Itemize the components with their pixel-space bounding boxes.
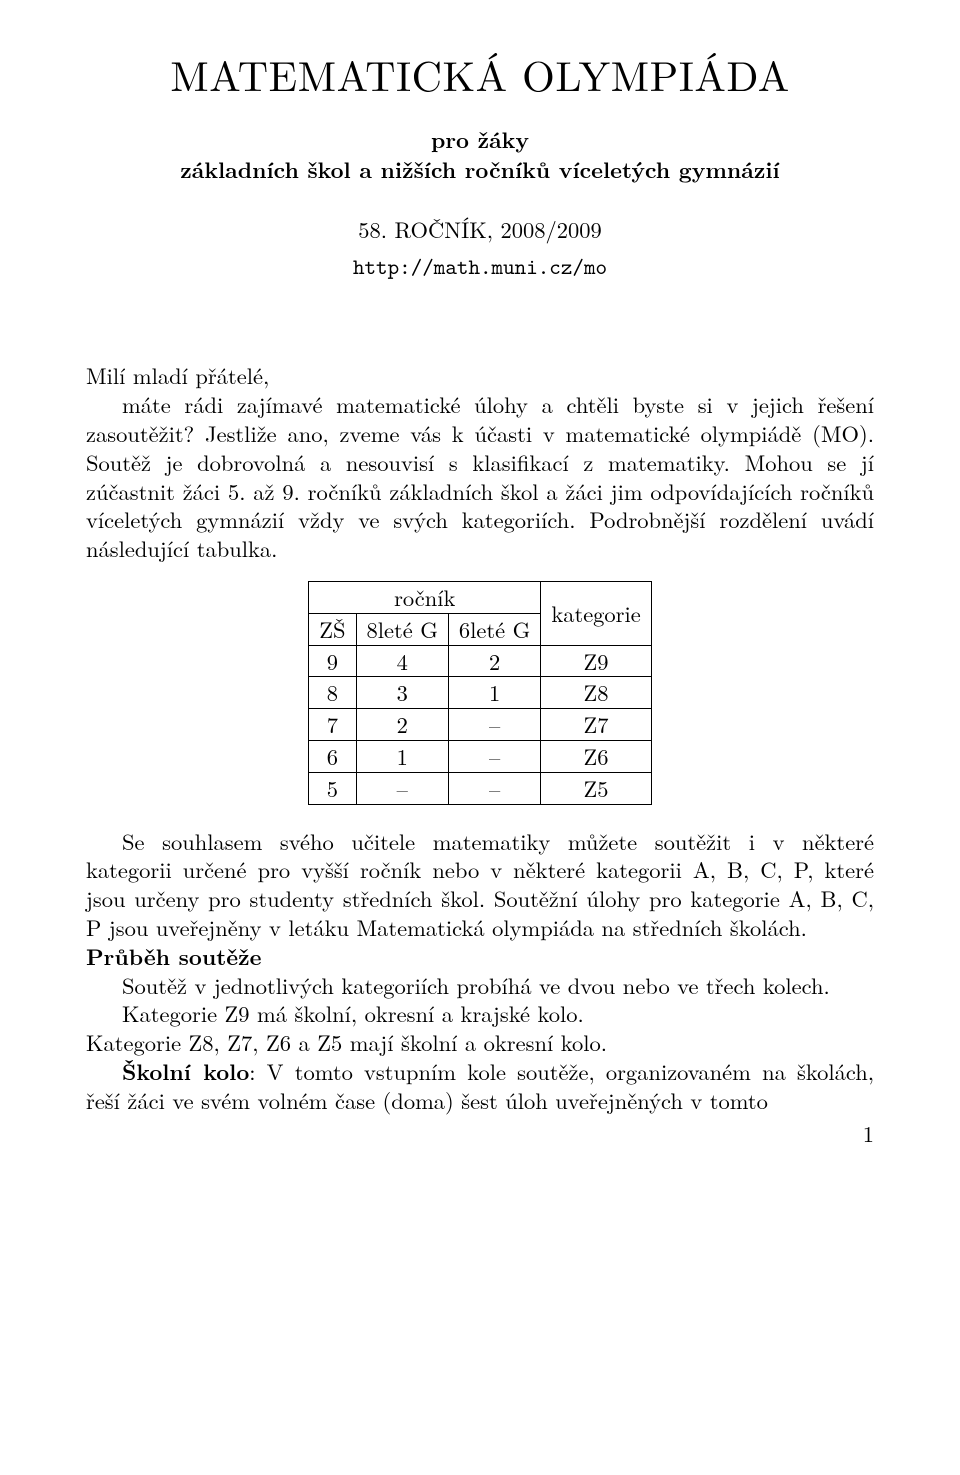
th-8lete: 8leté G — [356, 613, 448, 645]
prubeh-p1: Soutěž v jednotlivých kategoriích probíh… — [86, 971, 874, 1000]
subtitle-line2: základních škol a nižších ročníků vícele… — [180, 153, 779, 185]
source-url: http://math.muni.cz/mo — [86, 253, 874, 281]
table-row: 7 2 – Z7 — [309, 709, 652, 741]
prubeh-p3: Školní kolo: V tomto vstupním kole soutě… — [86, 1057, 874, 1115]
th-6lete: 6leté G — [448, 613, 540, 645]
category-table: ročník kategorie ZŠ 8leté G 6leté G 9 4 … — [308, 581, 652, 805]
subtitle-line1: pro žáky — [431, 123, 529, 155]
table-row: 8 3 1 Z8 — [309, 677, 652, 709]
section-heading-prubeh: Průběh soutěže — [86, 942, 874, 971]
page-number: 1 — [86, 1119, 874, 1148]
after-table-paragraph: Se souhlasem svého učitele matematiky mů… — [86, 827, 874, 942]
skolni-kolo-label: Školní kolo — [122, 1055, 249, 1087]
edition-line: 58. ROČNÍK, 2008/2009 — [86, 215, 874, 244]
subtitle: pro žáky základních škol a nižších roční… — [86, 124, 874, 185]
prubeh-p2: Kategorie Z9 má školní, okresní a krajsk… — [86, 999, 874, 1057]
table-row: 6 1 – Z6 — [309, 741, 652, 773]
prubeh-p2a: Kategorie Z9 má školní, okresní a krajsk… — [122, 997, 584, 1029]
prubeh-p2b: Kategorie Z8, Z7, Z6 a Z5 mají školní a … — [86, 1026, 607, 1058]
th-kategorie: kategorie — [541, 582, 651, 646]
table-row: 9 4 2 Z9 — [309, 645, 652, 677]
table-row: 5 – – Z5 — [309, 772, 652, 804]
th-rocnik: ročník — [309, 582, 541, 614]
th-zs: ZŠ — [309, 613, 356, 645]
intro-paragraph: máte rádi zajímavé matematické úlohy a c… — [86, 390, 874, 563]
page-title: MATEMATICKÁ OLYMPIÁDA — [86, 48, 874, 102]
salutation: Milí mladí přátelé, — [86, 361, 874, 390]
